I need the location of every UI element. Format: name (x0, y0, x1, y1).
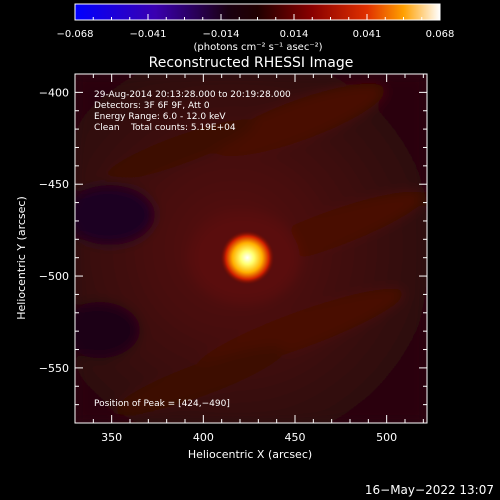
footer-date: 16−May−2022 13:07 (365, 483, 494, 497)
x-tick-label: 450 (285, 431, 306, 444)
y-tick-label: −400 (39, 86, 69, 99)
annotation-time: 29-Aug-2014 20:13:28.000 to 20:19:28.000 (94, 90, 291, 100)
chart-title: Reconstructed RHESSI Image (149, 55, 354, 71)
heatmap-image (75, 74, 427, 423)
annotation-method: Clean Total counts: 5.19E+04 (94, 123, 236, 133)
colorbar-tick-label: −0.014 (202, 29, 239, 40)
colorbar-tick-label: −0.041 (129, 29, 166, 40)
x-tick-label: 500 (376, 431, 397, 444)
colorbar-ticks (74, 14, 441, 20)
y-tick-label: −450 (39, 178, 69, 191)
annotation-detectors: Detectors: 3F 6F 9F, Att 0 (94, 101, 210, 111)
y-tick-label: −500 (39, 270, 69, 283)
plot-frame (74, 73, 428, 424)
x-tick-labels: 350 400 450 500 (101, 431, 397, 444)
colorbar-tick-label: −0.068 (56, 29, 93, 40)
colorbar-tick-label: 0.068 (426, 29, 455, 40)
annotation-peak-position: Position of Peak = [424,−490] (94, 399, 230, 409)
annotation-energy: Energy Range: 6.0 - 12.0 keV (94, 112, 226, 122)
y-tick-label: −550 (39, 362, 69, 375)
colorbar-tick-label: 0.041 (353, 29, 382, 40)
y-axis-label: Heliocentric Y (arcsec) (15, 196, 28, 320)
x-axis-label: Heliocentric X (arcsec) (188, 448, 312, 461)
x-tick-label: 400 (193, 431, 214, 444)
axis-ticks (75, 73, 427, 424)
x-tick-label: 350 (101, 431, 122, 444)
y-tick-labels: −400 −450 −500 −550 (39, 86, 69, 375)
colorbar-tick-label: 0.014 (280, 29, 309, 40)
peak-source (220, 230, 275, 285)
colorbar-unit-label: (photons cm⁻² s⁻¹ asec⁻²) (193, 42, 322, 53)
